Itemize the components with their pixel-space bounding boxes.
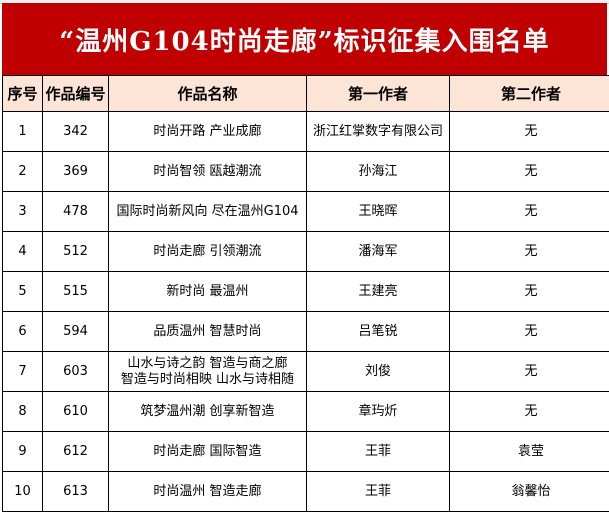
cell-author1[interactable]: 刘俊 — [306, 351, 450, 392]
cell-author2[interactable]: 无 — [449, 191, 609, 232]
cell-author1[interactable]: 吕笔锐 — [306, 311, 450, 352]
table-row: 3 478 国际时尚新风向 尽在温州G104 王晓晖无 — [2, 191, 609, 232]
header-author1[interactable]: 第一作者 — [306, 75, 450, 112]
cell-author1[interactable]: 浙江红掌数字有限公司 — [306, 111, 450, 152]
cell-id[interactable]: 512 — [42, 231, 109, 272]
cell-author1[interactable]: 王菲 — [306, 431, 450, 472]
cell-no[interactable]: 7 — [2, 351, 43, 392]
table-row: 10 613 时尚温州 智造走廊 王菲 翁馨怡 — [2, 471, 609, 512]
table-row: 8 610 筑梦温州潮 创享新智造 章玙炘无 — [2, 391, 609, 432]
cell-name-line: 山水与诗之韵 智造与商之廊 — [127, 355, 288, 371]
cell-no[interactable]: 2 — [2, 151, 43, 192]
table-row: 2 369 时尚智领 瓯越潮流 孙海江无 — [2, 151, 609, 192]
cell-author1[interactable]: 孙海江 — [306, 151, 450, 192]
cell-author2[interactable]: 无 — [449, 351, 609, 392]
cell-name[interactable]: 筑梦温州潮 创享新智造 — [108, 391, 307, 432]
table-row: 1 342 时尚开路 产业成廊 浙江红掌数字有限公司无 — [2, 111, 609, 152]
cell-name[interactable]: 国际时尚新风向 尽在温州G104 — [108, 191, 307, 232]
cell-no[interactable]: 1 — [2, 111, 43, 152]
cell-name[interactable]: 时尚智领 瓯越潮流 — [108, 151, 307, 192]
cell-name[interactable]: 品质温州 智慧时尚 — [108, 311, 307, 352]
cell-id[interactable]: 610 — [42, 391, 109, 432]
cell-no[interactable]: 5 — [2, 271, 43, 312]
cell-name[interactable]: 山水与诗之韵 智造与商之廊 智造与时尚相映 山水与诗相随 — [108, 351, 307, 392]
cell-id[interactable]: 594 — [42, 311, 109, 352]
table-row: 4 512 时尚走廊 引领潮流 潘海军无 — [2, 231, 609, 272]
cell-author2[interactable]: 袁莹 — [449, 431, 609, 472]
cell-no[interactable]: 4 — [2, 231, 43, 272]
cell-no[interactable]: 10 — [2, 471, 43, 512]
cell-author2[interactable]: 无 — [449, 231, 609, 272]
cell-name-line: 智造与时尚相映 山水与诗相随 — [120, 371, 295, 387]
cell-name[interactable]: 时尚开路 产业成廊 — [108, 111, 307, 152]
cell-author2[interactable]: 翁馨怡 — [449, 471, 609, 512]
cell-author2[interactable]: 无 — [449, 151, 609, 192]
cell-name[interactable]: 时尚走廊 国际智造 — [108, 431, 307, 472]
cell-author2[interactable]: 无 — [449, 391, 609, 432]
cell-no[interactable]: 8 — [2, 391, 43, 432]
cell-author1[interactable]: 王菲 — [306, 471, 450, 512]
sheet-title: “温州G104时尚走廊”标识征集入围名单 — [2, 3, 607, 75]
cell-author1[interactable]: 王晓晖 — [306, 191, 450, 232]
table-row: 9 612 时尚走廊 国际智造 王菲 袁莹 — [2, 431, 609, 472]
cell-name[interactable]: 新时尚 最温州 — [108, 271, 307, 312]
cell-id[interactable]: 613 — [42, 471, 109, 512]
cell-author1[interactable]: 潘海军 — [306, 231, 450, 272]
header-row: 序号 作品编号 作品名称 第一作者 第二作者 — [2, 75, 609, 112]
header-no[interactable]: 序号 — [2, 75, 43, 112]
cell-id[interactable]: 369 — [42, 151, 109, 192]
cell-id[interactable]: 603 — [42, 351, 109, 392]
cell-author2[interactable]: 无 — [449, 111, 609, 152]
cell-no[interactable]: 9 — [2, 431, 43, 472]
cell-no[interactable]: 3 — [2, 191, 43, 232]
header-name[interactable]: 作品名称 — [108, 75, 307, 112]
cell-author1[interactable]: 章玙炘 — [306, 391, 450, 432]
cell-author2[interactable]: 无 — [449, 271, 609, 312]
header-id[interactable]: 作品编号 — [42, 75, 109, 112]
cell-id[interactable]: 612 — [42, 431, 109, 472]
table-row: 6 594 品质温州 智慧时尚 吕笔锐无 — [2, 311, 609, 352]
cell-no[interactable]: 6 — [2, 311, 43, 352]
cell-id[interactable]: 478 — [42, 191, 109, 232]
cell-name[interactable]: 时尚走廊 引领潮流 — [108, 231, 307, 272]
table-row: 5 515 新时尚 最温州 王建亮无 — [2, 271, 609, 312]
table-row: 7 603 山水与诗之韵 智造与商之廊 智造与时尚相映 山水与诗相随 刘俊无 — [2, 351, 609, 392]
cell-name[interactable]: 时尚温州 智造走廊 — [108, 471, 307, 512]
cell-id[interactable]: 342 — [42, 111, 109, 152]
header-author2[interactable]: 第二作者 — [449, 75, 609, 112]
cell-author2[interactable]: 无 — [449, 311, 609, 352]
shortlist-table: 序号 作品编号 作品名称 第一作者 第二作者 1 342 时尚开路 产业成廊 浙江红掌… — [2, 75, 609, 512]
cell-id[interactable]: 515 — [42, 271, 109, 312]
cell-author1[interactable]: 王建亮 — [306, 271, 450, 312]
